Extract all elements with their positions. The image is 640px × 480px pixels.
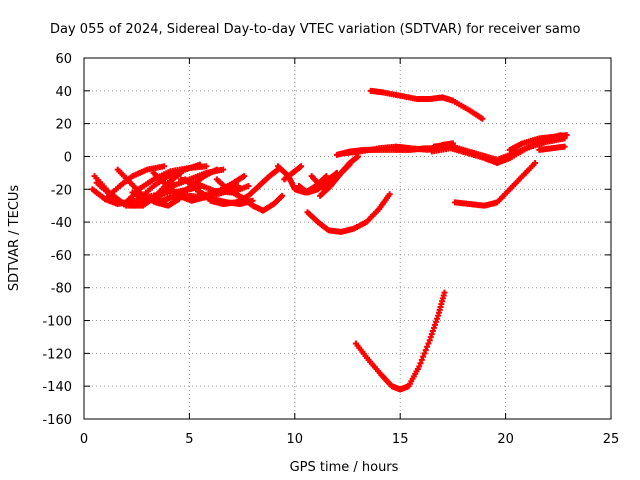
y-tick-label: 60	[55, 52, 72, 67]
data-point	[241, 173, 248, 180]
y-tick-label: -100	[42, 315, 72, 330]
x-axis-label: GPS time / hours	[290, 460, 399, 475]
data-arc	[304, 191, 393, 235]
data-point	[479, 115, 486, 122]
data-arc	[102, 163, 168, 203]
data-point	[561, 143, 568, 150]
axis-ticks: 0 5 10 15 20 25 -160 -140 -120 -100 -80 -60 -40 -20 0 2…	[42, 52, 619, 447]
data-arc	[213, 176, 286, 214]
data-point	[434, 315, 441, 322]
x-tick-label: 20	[497, 432, 514, 447]
y-tick-label: -20	[51, 183, 72, 198]
y-tick-label: -120	[42, 347, 72, 362]
data-arc	[317, 153, 362, 199]
data-point	[427, 334, 434, 341]
data-point	[420, 353, 427, 360]
data-point	[428, 331, 435, 338]
data-arc	[367, 87, 486, 122]
y-tick-label: -80	[51, 282, 72, 297]
data-point	[416, 363, 423, 370]
data-arc	[190, 166, 281, 208]
data-point	[386, 191, 393, 198]
y-axis-label: SDTVAR / TECUs	[7, 185, 22, 292]
data-point	[424, 343, 431, 350]
data-point	[422, 347, 429, 354]
plot-frame	[83, 57, 612, 420]
data-point	[441, 289, 448, 296]
y-tick-label: -160	[42, 413, 72, 428]
data-point	[279, 192, 286, 199]
data-arc	[536, 143, 568, 153]
data-point	[426, 337, 433, 344]
data-arc	[352, 289, 448, 393]
data-point	[417, 360, 424, 367]
data-point	[532, 160, 539, 167]
data-point	[429, 328, 436, 335]
data-arc	[135, 161, 203, 203]
y-tick-label: -60	[51, 249, 72, 264]
data-arc	[281, 163, 305, 183]
data-point	[245, 182, 252, 189]
gridlines	[84, 58, 611, 419]
x-tick-label: 5	[185, 432, 193, 447]
data-point	[563, 132, 570, 139]
data-point	[161, 163, 168, 170]
data-point	[430, 324, 437, 331]
data-arc	[506, 132, 570, 153]
data-point	[203, 163, 210, 170]
data-point	[196, 161, 203, 168]
x-tick-label: 0	[80, 432, 88, 447]
chart-title: Day 055 of 2024, Sidereal Day-to-day VTE…	[50, 22, 581, 37]
data-arc	[199, 173, 248, 199]
y-tick-label: -40	[51, 216, 72, 231]
data-point	[298, 163, 305, 170]
x-tick-label: 25	[603, 432, 620, 447]
data-point	[433, 318, 440, 325]
y-tick-label: 0	[64, 150, 72, 165]
data-point	[220, 166, 227, 173]
x-tick-label: 15	[392, 432, 409, 447]
y-tick-label: 20	[55, 118, 72, 133]
data-arc	[452, 160, 539, 209]
data-point	[431, 321, 438, 328]
data-point	[425, 340, 432, 347]
data-point	[418, 356, 425, 363]
x-tick-label: 10	[287, 432, 304, 447]
y-tick-label: 40	[55, 85, 72, 100]
data-point	[421, 350, 428, 357]
data-points	[89, 87, 570, 393]
y-tick-label: -140	[42, 380, 72, 395]
